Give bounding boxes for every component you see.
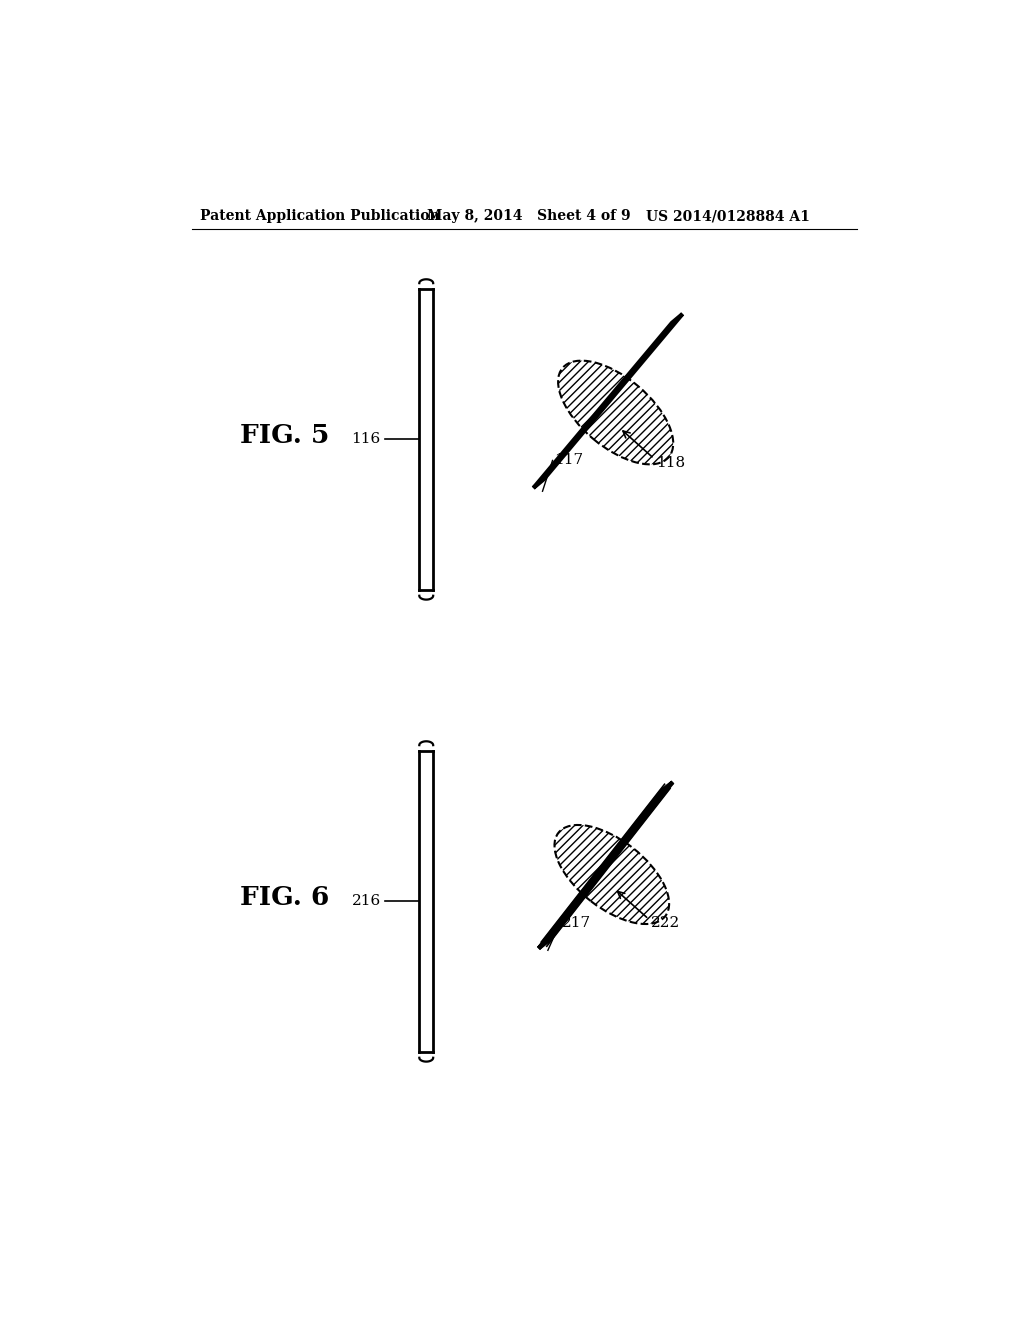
- Text: 117: 117: [554, 454, 584, 467]
- Polygon shape: [419, 750, 433, 1053]
- Text: 216: 216: [351, 895, 381, 908]
- Text: 217: 217: [562, 916, 591, 929]
- Text: Patent Application Publication: Patent Application Publication: [200, 209, 439, 223]
- Ellipse shape: [554, 825, 669, 924]
- Text: 118: 118: [656, 455, 686, 470]
- Polygon shape: [534, 314, 683, 488]
- Text: May 8, 2014   Sheet 4 of 9: May 8, 2014 Sheet 4 of 9: [427, 209, 631, 223]
- Text: FIG. 6: FIG. 6: [240, 886, 329, 909]
- Text: FIG. 5: FIG. 5: [240, 424, 330, 447]
- Text: US 2014/0128884 A1: US 2014/0128884 A1: [646, 209, 810, 223]
- Ellipse shape: [558, 360, 673, 465]
- Text: 222: 222: [651, 916, 680, 931]
- Polygon shape: [539, 783, 673, 948]
- Polygon shape: [419, 288, 433, 591]
- Text: 116: 116: [351, 433, 381, 446]
